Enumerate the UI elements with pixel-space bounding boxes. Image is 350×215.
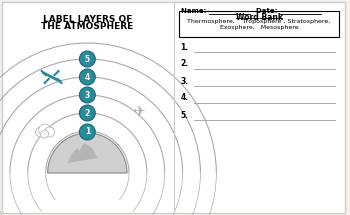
Text: THE ATMOSPHERE: THE ATMOSPHERE	[41, 22, 133, 31]
Text: 3.: 3.	[181, 77, 189, 86]
Text: 2.: 2.	[181, 60, 189, 69]
Text: 1: 1	[85, 127, 90, 137]
Text: Thermosphere,    Troposphere , Stratosphere,: Thermosphere, Troposphere , Stratosphere…	[187, 19, 331, 24]
Text: Exosphere,   Mesosphere: Exosphere, Mesosphere	[220, 25, 298, 30]
Text: Name: ____________: Name: ____________	[181, 7, 251, 14]
Text: 5: 5	[85, 54, 90, 63]
Circle shape	[36, 127, 46, 137]
Text: ✈: ✈	[133, 104, 145, 118]
Circle shape	[79, 51, 95, 67]
Text: 4: 4	[85, 72, 90, 81]
Circle shape	[79, 124, 95, 140]
Text: 2: 2	[85, 109, 90, 118]
Circle shape	[41, 130, 49, 138]
FancyBboxPatch shape	[178, 11, 340, 37]
Text: 3: 3	[85, 91, 90, 100]
Circle shape	[79, 105, 95, 121]
Circle shape	[79, 87, 95, 103]
Text: 4.: 4.	[181, 94, 189, 103]
Text: Word Bank: Word Bank	[236, 13, 282, 22]
Polygon shape	[68, 143, 97, 163]
Text: 1.: 1.	[181, 43, 189, 52]
Wedge shape	[48, 133, 127, 173]
Circle shape	[39, 124, 51, 136]
Text: LABEL LAYERS OF: LABEL LAYERS OF	[43, 15, 132, 24]
Circle shape	[45, 127, 55, 137]
Text: Date: ____________: Date: ____________	[256, 7, 322, 14]
Circle shape	[79, 69, 95, 85]
FancyBboxPatch shape	[2, 2, 345, 213]
Text: 5.: 5.	[181, 111, 189, 120]
